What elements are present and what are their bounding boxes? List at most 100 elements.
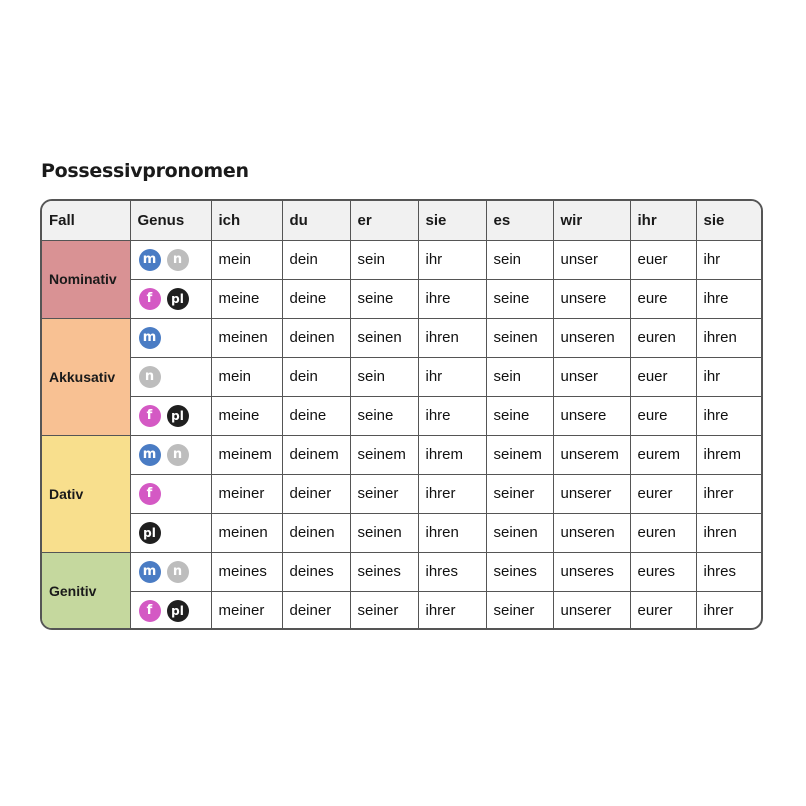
pronoun-cell: seines [485,551,554,592]
pronoun-cell: ihre [695,278,761,319]
pronoun-cell: ihrer [417,590,487,628]
pronoun-cell: seinem [349,434,419,475]
genus-m-badge: m [138,560,161,583]
pronoun-cell: unseres [552,551,631,592]
table-row: f pl meiner deiner seiner ihrer seiner unserer e… [42,590,761,628]
header-cell: ich [210,201,283,241]
genus-n-badge: n [166,560,189,583]
pronoun-cell: seiner [485,590,554,628]
pronoun-cell: euren [629,317,697,358]
genus-cell: f pl [130,590,212,628]
pronoun-cell: unser [552,239,631,280]
possessive-pronoun-table: Fall Genus ich du er sie es wir ihr sie … [42,201,761,628]
pronoun-cell: seinen [349,317,419,358]
genus-f-badge: f [138,287,161,310]
genus-cell: n [130,356,212,397]
genus-f-badge: f [138,599,161,622]
pronoun-cell: unserer [552,473,631,514]
table-row: f pl meine deine seine ihre seine unsere eure ihr… [42,395,761,436]
table-row: Dativ m n meinem deinem seinem ihrem seinem unse… [42,434,761,553]
pronoun-cell: dein [281,356,351,397]
pronoun-cell: sein [485,356,554,397]
header-cell: wir [552,201,631,241]
pronoun-cell: seinen [485,512,554,553]
table-row: f meiner deiner seiner ihrer seiner unserer eur… [42,473,761,514]
genus-pl-badge: pl [138,521,161,544]
header-cell: sie [695,201,761,241]
pronoun-cell: sein [349,239,419,280]
pronoun-cell: deiner [281,473,351,514]
pronoun-cell: unsere [552,395,631,436]
pronoun-cell: seine [349,278,419,319]
pronoun-cell: seiner [485,473,554,514]
pronoun-cell: ihres [695,551,761,592]
pronoun-cell: eurer [629,473,697,514]
pronoun-cell: ihren [695,512,761,553]
genus-cell: f [130,473,212,514]
header-row: Fall Genus ich du er sie es wir ihr sie [42,201,761,241]
genus-cell: pl [130,512,212,553]
pronoun-cell: deine [281,278,351,319]
pronoun-cell: euren [629,512,697,553]
header-cell: ihr [629,201,697,241]
pronoun-cell: meinen [210,512,283,553]
pronoun-cell: euer [629,239,697,280]
pronoun-cell: ihren [417,512,487,553]
pronoun-cell: ihrer [417,473,487,514]
genus-f-badge: f [138,482,161,505]
pronoun-cell: seines [349,551,419,592]
pronoun-cell: ihren [695,317,761,358]
pronoun-cell: ihr [695,356,761,397]
pronoun-cell: seine [349,395,419,436]
pronoun-cell: deines [281,551,351,592]
genus-cell: f pl [130,278,212,319]
pronoun-cell: unseren [552,512,631,553]
pronoun-cell: meine [210,395,283,436]
pronoun-cell: ihres [417,551,487,592]
genus-n-badge: n [138,365,161,388]
pronoun-cell: seiner [349,473,419,514]
case-label-dativ: Dativ [42,434,131,553]
pronoun-cell: dein [281,239,351,280]
pronoun-cell: mein [210,239,283,280]
genus-pl-badge: pl [166,404,189,427]
case-label-nominativ: Nominativ [42,239,131,319]
pronoun-cell: mein [210,356,283,397]
genus-pl-badge: pl [166,287,189,310]
pronoun-cell: ihre [417,278,487,319]
genus-n-badge: n [166,248,189,271]
pronoun-cell: eurer [629,590,697,628]
pronoun-cell: ihrer [695,473,761,514]
pronoun-cell: unsere [552,278,631,319]
genus-m-badge: m [138,248,161,271]
table-row: Nominativ m n mein dein sein ihr sein unser euer i… [42,239,761,319]
pronoun-cell: unseren [552,317,631,358]
case-label-akkusativ: Akkusativ [42,317,131,436]
pronoun-cell: eurem [629,434,697,475]
pronoun-cell: euer [629,356,697,397]
pronoun-cell: deinen [281,317,351,358]
header-cell: er [349,201,419,241]
pronoun-cell: ihre [695,395,761,436]
pronoun-cell: ihr [417,239,487,280]
pronoun-cell: eure [629,278,697,319]
genus-f-badge: f [138,404,161,427]
pronoun-cell: seine [485,395,554,436]
pronoun-cell: ihrem [695,434,761,475]
genus-pl-badge: pl [166,599,189,622]
table-row: n mein dein sein ihr sein unser euer ihr [42,356,761,397]
header-cell: es [485,201,554,241]
genus-m-badge: m [138,443,161,466]
pronoun-cell: sein [485,239,554,280]
genus-m-badge: m [138,326,161,349]
table-body: Nominativ m n mein dein sein ihr sein unser euer i… [42,239,761,628]
pronoun-cell: ihrer [695,590,761,628]
table-row: f pl meine deine seine ihre seine unsere eure ihr… [42,278,761,319]
pronoun-table-frame: Fall Genus ich du er sie es wir ihr sie … [40,199,763,630]
pronoun-cell: unser [552,356,631,397]
pronoun-cell: deine [281,395,351,436]
pronoun-cell: meines [210,551,283,592]
